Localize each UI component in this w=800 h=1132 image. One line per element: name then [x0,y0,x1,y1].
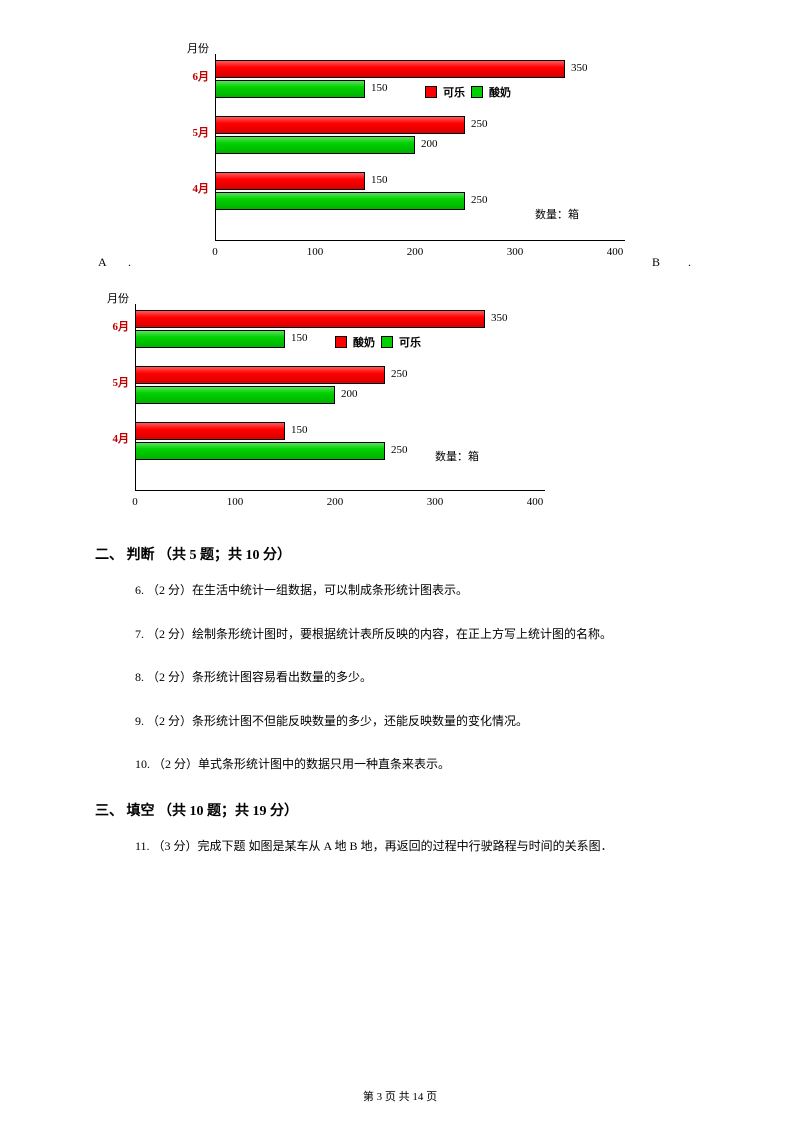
bar [215,80,365,98]
x-axis-label-b: 数量：箱 [435,448,479,464]
x-tick: 300 [427,496,444,508]
bar-value-label: 150 [371,82,388,94]
bar [135,442,385,460]
x-tick: 400 [607,246,624,258]
legend-label: 酸奶 [489,84,511,100]
question-line: 8. （2 分）条形统计图容易看出数量的多少。 [135,667,705,689]
bar [215,60,565,78]
bar [215,172,365,190]
bar-value-label: 200 [341,388,358,400]
bar [215,136,415,154]
bar-value-label: 150 [291,332,308,344]
question-line: 6. （2 分）在生活中统计一组数据，可以制成条形统计图表示。 [135,580,705,602]
x-axis-line-a [215,240,625,241]
x-axis-line-b [135,490,545,491]
month-label: 4月 [103,430,129,446]
bar-value-label: 150 [291,424,308,436]
bar [135,422,285,440]
bar [135,366,385,384]
legend-swatch [425,86,437,98]
x-tick: 200 [407,246,424,258]
month-label: 5月 [183,124,209,140]
month-label: 4月 [183,180,209,196]
option-a-dot: . [128,255,131,270]
legend-swatch [335,336,347,348]
page-footer: 第 3 页 共 14 页 [0,1088,800,1104]
bar-value-label: 250 [391,444,408,456]
legend-swatch [381,336,393,348]
y-axis-title-b: 月份 [107,290,129,306]
bar-value-label: 250 [471,194,488,206]
x-tick: 0 [212,246,218,258]
x-tick: 100 [227,496,244,508]
bar-value-label: 250 [471,118,488,130]
chart-b: 月份 6月 350 150 5月 250 200 4月 150 250 酸奶 可乐 数量：箱 0 1… [85,290,545,520]
legend-label: 可乐 [443,84,465,100]
legend-b: 酸奶 可乐 [335,334,421,350]
section-3-items: 11. （3 分）完成下题 如图是某车从 A 地 B 地，再返回的过程中行驶路程… [95,836,705,858]
section-3-heading: 三、 填空 （共 10 题；共 19 分） [95,800,705,820]
option-b-letter: B [652,255,660,270]
x-tick: 100 [307,246,324,258]
bar-value-label: 200 [421,138,438,150]
month-label: 6月 [183,68,209,84]
bar [215,116,465,134]
bar [135,386,335,404]
section-2-items: 6. （2 分）在生活中统计一组数据，可以制成条形统计图表示。 7. （2 分）绘… [95,580,705,776]
question-line: 11. （3 分）完成下题 如图是某车从 A 地 B 地，再返回的过程中行驶路程… [135,836,705,858]
question-line: 10. （2 分）单式条形统计图中的数据只用一种直条来表示。 [135,754,705,776]
legend-swatch [471,86,483,98]
question-line: 9. （2 分）条形统计图不但能反映数量的多少，还能反映数量的变化情况。 [135,711,705,733]
x-tick: 300 [507,246,524,258]
bar-value-label: 350 [571,62,588,74]
legend-label: 可乐 [399,334,421,350]
x-axis-label-a: 数量：箱 [535,206,579,222]
section-2-heading: 二、 判断 （共 5 题；共 10 分） [95,544,705,564]
month-label: 5月 [103,374,129,390]
option-b-dot: . [688,255,691,270]
legend-a: 可乐 酸奶 [425,84,511,100]
x-tick: 200 [327,496,344,508]
bar [135,330,285,348]
bar [135,310,485,328]
bar [215,192,465,210]
bar-value-label: 350 [491,312,508,324]
chart-a: 月份 6月 350 150 5月 250 200 4月 150 250 可乐 酸奶 数量：箱 0 1… [165,40,625,270]
x-tick: 400 [527,496,544,508]
legend-label: 酸奶 [353,334,375,350]
bar-value-label: 150 [371,174,388,186]
month-label: 6月 [103,318,129,334]
x-tick: 0 [132,496,138,508]
option-a-letter: A [98,255,107,270]
y-axis-title-a: 月份 [187,40,209,56]
bar-value-label: 250 [391,368,408,380]
page: 月份 6月3501505月2502004月150250 可乐酸奶 数量：箱 01… [0,0,800,1132]
question-line: 7. （2 分）绘制条形统计图时，要根据统计表所反映的内容，在正上方写上统计图的… [135,624,705,646]
